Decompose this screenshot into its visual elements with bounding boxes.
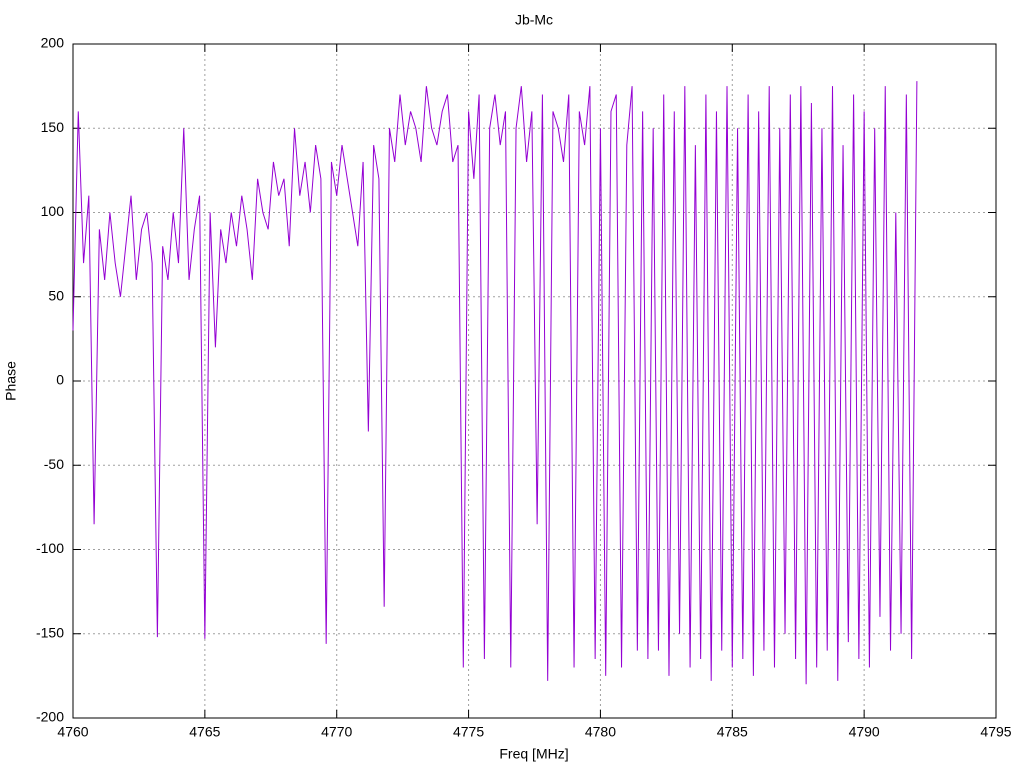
y-tick-label: -200 (36, 709, 64, 725)
plot-border (72, 43, 997, 719)
y-tick-label: 0 (56, 372, 64, 388)
x-tick-label: 4785 (717, 724, 748, 740)
y-tick-label: -100 (36, 540, 64, 556)
y-tick-label: -150 (36, 624, 64, 640)
x-tick-label: 4765 (189, 724, 220, 740)
x-tick-label: 4795 (980, 724, 1011, 740)
chart-title: Jb-Mc (515, 12, 553, 28)
y-tick-label: -50 (44, 456, 64, 472)
y-tick-label: 100 (41, 203, 65, 219)
y-tick-label: 200 (41, 35, 65, 51)
x-axis-label: Freq [MHz] (499, 746, 568, 762)
x-tick-label: 4780 (585, 724, 616, 740)
x-tick-label: 4775 (453, 724, 484, 740)
data-line (72, 81, 918, 685)
y-tick-label: 150 (41, 119, 65, 135)
y-tick-label: 50 (48, 287, 64, 303)
y-axis-label: Phase (3, 361, 19, 401)
x-tick-label: 4760 (57, 724, 88, 740)
x-tick-label: 4770 (321, 724, 352, 740)
x-tick-label: 4790 (849, 724, 880, 740)
